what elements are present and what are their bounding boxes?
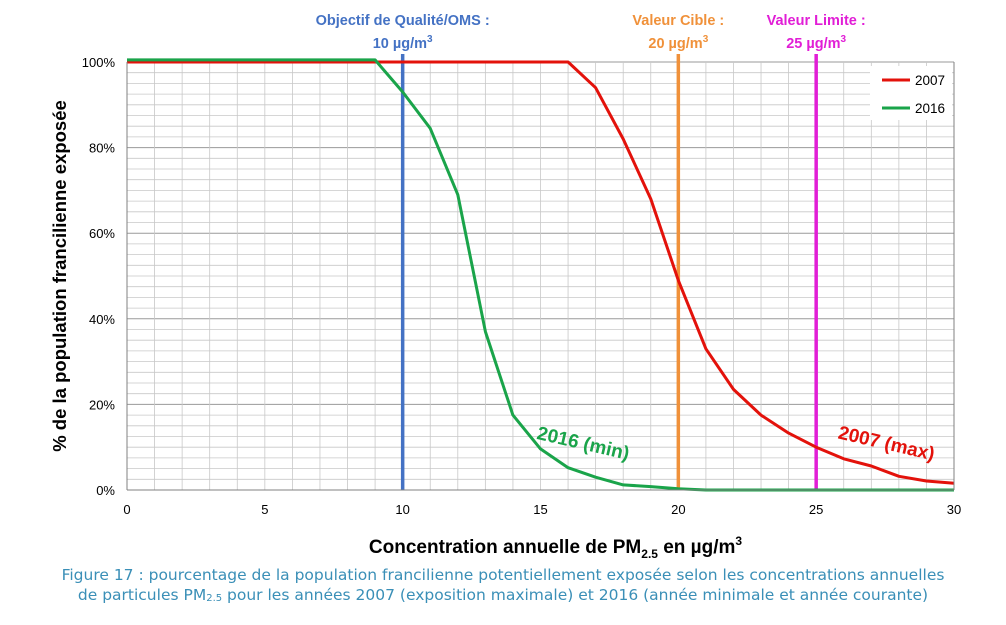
- caption-subscript: 2.5: [206, 593, 223, 604]
- y-tick-label: 100%: [82, 55, 116, 70]
- chart-area: Objectif de Qualité/OMS :10 µg/m3Valeur …: [49, 13, 961, 561]
- reference-lines: Objectif de Qualité/OMS :10 µg/m3Valeur …: [316, 13, 866, 490]
- caption-line-1: Figure 17 : pourcentage de la population…: [61, 566, 945, 584]
- y-tick-label: 0%: [96, 483, 115, 498]
- y-tick-label: 40%: [89, 312, 115, 327]
- caption-line-2: de particules PM2.5 pour les années 2007…: [0, 585, 1006, 609]
- reference-label-10: Objectif de Qualité/OMS :: [316, 13, 490, 29]
- caption-line-2-end: pour les années 2007 (exposition maximal…: [222, 586, 929, 604]
- series-annotation: 2016 (min): [535, 423, 631, 465]
- reference-value-sup: 3: [703, 34, 709, 45]
- reference-value-sup: 3: [841, 34, 847, 45]
- legend-label-2007: 2007: [915, 73, 945, 88]
- y-tick-label: 80%: [89, 141, 115, 156]
- chart-legend: 2007 2016: [870, 66, 952, 120]
- x-tick-label: 25: [809, 502, 823, 517]
- reference-value-text: 25 µg/m: [786, 36, 840, 52]
- x-tick-label: 0: [123, 502, 130, 517]
- x-axis-label: Concentration annuelle de PM2.5 en µg/m3: [369, 534, 743, 561]
- caption-line-2-start: de particules PM: [77, 586, 207, 604]
- x-axis-label-sup: 3: [735, 534, 742, 548]
- reference-label-20: Valeur Cible :: [632, 13, 724, 29]
- reference-value-25: 25 µg/m3: [786, 34, 846, 52]
- x-axis-label-unit: en µg/m: [658, 537, 735, 558]
- reference-value-text: 10 µg/m: [373, 36, 427, 52]
- y-axis-label: % de la population francilienne exposée: [49, 100, 70, 452]
- y-tick-label: 20%: [89, 397, 115, 412]
- reference-value-sup: 3: [427, 34, 433, 45]
- x-axis-label-sub: 2.5: [641, 547, 658, 561]
- x-axis-label-text: Concentration annuelle de PM: [369, 537, 641, 558]
- series-line-2007: [127, 60, 955, 485]
- reference-label-25: Valeur Limite :: [767, 13, 866, 29]
- series-annotation: 2007 (max): [836, 423, 936, 466]
- x-tick-label: 10: [395, 502, 409, 517]
- x-tick-label: 15: [533, 502, 547, 517]
- figure-caption: Figure 17 : pourcentage de la population…: [0, 565, 1006, 609]
- annotations: 2016 (min) 2007 (max): [535, 423, 937, 466]
- x-tick-label: 30: [947, 502, 961, 517]
- x-tick-label: 20: [671, 502, 685, 517]
- y-tick-label: 60%: [89, 226, 115, 241]
- axis-labels: % de la population francilienne exposée C…: [49, 100, 742, 561]
- reference-value-10: 10 µg/m3: [373, 34, 433, 52]
- reference-value-20: 20 µg/m3: [648, 34, 708, 52]
- x-tick-label: 5: [261, 502, 268, 517]
- legend-label-2016: 2016: [915, 101, 945, 116]
- chart-axes: [126, 62, 955, 491]
- reference-value-text: 20 µg/m: [648, 36, 702, 52]
- legend-box: [870, 66, 952, 120]
- tick-labels: 0% 20% 40% 60% 80% 100% 0 5 10 15 20 25 30: [82, 55, 961, 517]
